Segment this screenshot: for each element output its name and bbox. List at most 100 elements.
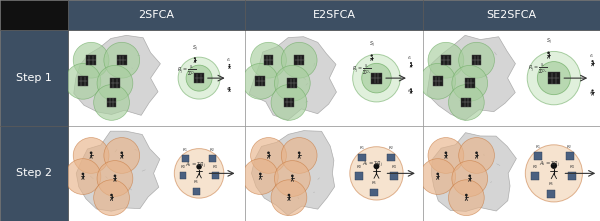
Circle shape <box>175 149 224 198</box>
Circle shape <box>178 57 220 99</box>
Circle shape <box>527 51 581 105</box>
Circle shape <box>448 85 484 120</box>
Polygon shape <box>431 133 517 211</box>
Circle shape <box>298 151 301 154</box>
Circle shape <box>97 161 133 196</box>
Circle shape <box>371 54 373 57</box>
Text: $R_5$: $R_5$ <box>371 180 377 187</box>
Circle shape <box>281 137 317 173</box>
Circle shape <box>196 164 202 170</box>
FancyBboxPatch shape <box>209 155 216 162</box>
FancyBboxPatch shape <box>358 154 365 161</box>
FancyBboxPatch shape <box>472 55 481 65</box>
FancyBboxPatch shape <box>422 126 600 221</box>
FancyBboxPatch shape <box>78 76 88 86</box>
FancyBboxPatch shape <box>287 78 297 88</box>
FancyBboxPatch shape <box>117 55 127 65</box>
Text: 2SFCA: 2SFCA <box>139 10 175 20</box>
FancyBboxPatch shape <box>532 172 539 180</box>
FancyBboxPatch shape <box>0 126 68 221</box>
Text: $A_i=\Sigma R_j$: $A_i=\Sigma R_j$ <box>362 160 383 170</box>
Circle shape <box>551 163 557 169</box>
FancyBboxPatch shape <box>465 78 475 88</box>
Text: $f_1$: $f_1$ <box>589 52 594 60</box>
Text: $R_4$: $R_4$ <box>391 163 397 171</box>
Circle shape <box>65 159 101 194</box>
Text: $R_2$: $R_2$ <box>388 145 394 152</box>
Circle shape <box>242 63 278 99</box>
Circle shape <box>592 60 593 62</box>
Circle shape <box>592 90 593 92</box>
Text: $R_j=\frac{S_j}{\sum D_k}$: $R_j=\frac{S_j}{\sum D_k}$ <box>176 63 196 77</box>
FancyBboxPatch shape <box>441 55 451 65</box>
Text: $R_3$: $R_3$ <box>532 163 539 171</box>
Text: $S_j$: $S_j$ <box>192 44 198 54</box>
Circle shape <box>420 159 455 194</box>
Circle shape <box>475 151 478 154</box>
Polygon shape <box>76 131 160 211</box>
Circle shape <box>104 42 140 78</box>
FancyBboxPatch shape <box>547 190 555 198</box>
FancyBboxPatch shape <box>182 155 189 162</box>
Text: $A_i=\Sigma R_j$: $A_i=\Sigma R_j$ <box>185 161 206 171</box>
Circle shape <box>469 175 471 177</box>
FancyBboxPatch shape <box>433 76 443 86</box>
Text: Step 1: Step 1 <box>16 73 52 83</box>
Text: E2SFCA: E2SFCA <box>313 10 355 20</box>
Circle shape <box>373 163 379 169</box>
Circle shape <box>251 137 286 173</box>
Circle shape <box>94 85 130 120</box>
Text: $f_1$: $f_1$ <box>226 56 231 64</box>
FancyBboxPatch shape <box>388 154 395 161</box>
Text: $R_2$: $R_2$ <box>566 143 573 151</box>
Circle shape <box>90 151 92 154</box>
Text: $S_j$: $S_j$ <box>368 40 375 50</box>
Circle shape <box>65 63 101 99</box>
FancyBboxPatch shape <box>245 0 422 30</box>
FancyBboxPatch shape <box>548 72 560 84</box>
Circle shape <box>94 180 130 215</box>
Circle shape <box>274 65 310 101</box>
Text: $R_4$: $R_4$ <box>569 163 576 171</box>
Text: $f_1$: $f_1$ <box>407 54 413 62</box>
Circle shape <box>271 85 307 120</box>
Circle shape <box>410 88 412 90</box>
FancyBboxPatch shape <box>461 97 471 107</box>
Circle shape <box>452 161 488 196</box>
FancyBboxPatch shape <box>110 78 120 88</box>
Text: $f_n$: $f_n$ <box>589 90 594 97</box>
Polygon shape <box>249 37 337 120</box>
FancyBboxPatch shape <box>68 30 245 126</box>
Circle shape <box>271 180 307 215</box>
Circle shape <box>362 63 391 93</box>
FancyBboxPatch shape <box>284 97 294 107</box>
Circle shape <box>465 194 467 196</box>
Text: SE2SFCA: SE2SFCA <box>486 10 536 20</box>
FancyBboxPatch shape <box>370 189 377 196</box>
Circle shape <box>420 63 455 99</box>
FancyBboxPatch shape <box>294 55 304 65</box>
Text: $R_1$: $R_1$ <box>182 146 188 154</box>
FancyBboxPatch shape <box>107 97 116 107</box>
FancyBboxPatch shape <box>0 0 68 30</box>
Text: $A_i=\Sigma R_j$: $A_i=\Sigma R_j$ <box>539 160 560 170</box>
Text: $R_5$: $R_5$ <box>548 181 554 188</box>
FancyBboxPatch shape <box>371 72 382 84</box>
Circle shape <box>186 65 212 91</box>
Circle shape <box>538 62 571 95</box>
Circle shape <box>267 151 270 154</box>
FancyBboxPatch shape <box>566 152 574 160</box>
Polygon shape <box>74 35 160 115</box>
Circle shape <box>121 151 123 154</box>
Circle shape <box>82 173 84 175</box>
FancyBboxPatch shape <box>0 30 68 126</box>
Circle shape <box>242 159 278 194</box>
FancyBboxPatch shape <box>534 152 542 160</box>
Circle shape <box>445 151 447 154</box>
Circle shape <box>350 147 403 200</box>
Text: $f_n$: $f_n$ <box>407 88 413 95</box>
Circle shape <box>113 175 116 177</box>
Circle shape <box>458 42 494 78</box>
Text: $S_j$: $S_j$ <box>545 37 551 47</box>
FancyBboxPatch shape <box>86 55 96 65</box>
